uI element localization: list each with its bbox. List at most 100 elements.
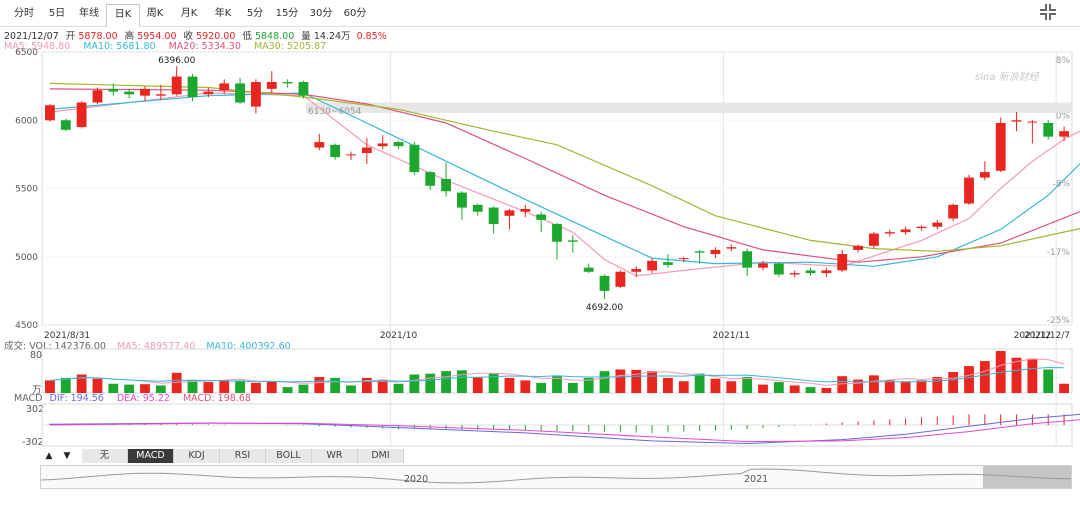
candle-34 — [583, 267, 594, 272]
candle-16 — [298, 82, 309, 96]
candle-28 — [488, 207, 499, 224]
tab-2[interactable]: 年线 — [79, 8, 99, 19]
right-tick-2: -8% — [1052, 180, 1070, 190]
vol-ma5-legend: MA5: 489577.40 — [116, 341, 196, 352]
candle-59 — [979, 172, 990, 178]
open-label: 开 — [65, 31, 76, 42]
candle-9 — [187, 76, 198, 98]
candle-27 — [472, 204, 483, 212]
indicator-tab-4[interactable]: BOLL — [266, 449, 312, 463]
volume-bar-42 — [710, 378, 721, 393]
volume-bar-57 — [948, 372, 959, 393]
volume-bar-9 — [187, 380, 198, 393]
volume-bar-0 — [45, 380, 55, 393]
tab-5[interactable]: 月K — [180, 8, 198, 19]
vol-legend-text: 成交: VOL: 142376.00 — [4, 341, 106, 352]
candle-62 — [1027, 121, 1038, 123]
volume-bar-45 — [758, 384, 768, 393]
close-value: 5920.00 — [196, 31, 236, 42]
candle-0 — [45, 105, 55, 121]
volume-bar-28 — [488, 373, 499, 393]
volume-bar-58 — [964, 366, 974, 393]
volume-bar-7 — [155, 385, 166, 393]
time-navigator[interactable]: 2020 2021 — [40, 465, 1072, 489]
indicator-tab-3[interactable]: RSI — [220, 449, 266, 463]
volume-bar-37 — [631, 369, 642, 393]
candle-58 — [964, 177, 974, 204]
macd-legend: MACD DIF: 194.56 DEA: 95.22 MACD: 198.68 — [14, 393, 251, 404]
arrow-down-icon[interactable]: ▼ — [63, 451, 71, 461]
candle-55 — [916, 226, 927, 229]
volume-bar-13 — [251, 382, 261, 393]
candle-2 — [76, 102, 87, 128]
candle-64 — [1059, 131, 1069, 137]
tab-4[interactable]: 周K — [146, 8, 164, 19]
candle-35 — [599, 275, 610, 291]
low-label: 低 — [242, 31, 252, 42]
volume-bar-1 — [60, 377, 71, 393]
volume-bar-36 — [615, 369, 626, 393]
candle-48 — [805, 270, 816, 274]
candle-53 — [884, 232, 895, 234]
indicator-tab-2[interactable]: KDJ — [174, 449, 220, 463]
right-tick-3: -17% — [1047, 248, 1071, 258]
ma-legend: MA5: 5948.80 MA10: 5681.80 MA20: 5334.30… — [4, 41, 326, 52]
vol-axis-unit: 万 — [32, 385, 42, 396]
tab-3[interactable]: 日K — [106, 4, 140, 27]
candle-14 — [266, 82, 277, 89]
candle-63 — [1043, 122, 1054, 137]
volume-bar-10 — [203, 382, 214, 393]
info-date: 2021/12/07 — [4, 31, 59, 42]
indicator-tab-0[interactable]: 无 — [82, 449, 128, 463]
candle-57 — [948, 204, 959, 219]
tab-8[interactable]: 15分 — [275, 8, 299, 19]
dea-line — [49, 419, 1080, 443]
candle-61 — [1011, 120, 1022, 122]
tab-0[interactable]: 分时 — [14, 8, 34, 19]
volume-bar-22 — [393, 383, 404, 393]
ma10-line — [49, 92, 1080, 267]
volume-bar-51 — [853, 379, 863, 393]
open-value: 5878.00 — [78, 31, 118, 42]
x-label-3: 2021/12 — [1014, 331, 1051, 341]
candle-51 — [853, 245, 863, 250]
tab-1[interactable]: 5日 — [48, 8, 66, 19]
candle-52 — [869, 233, 879, 246]
volume-bar-59 — [979, 361, 990, 393]
arrow-up-icon[interactable]: ▲ — [45, 451, 53, 461]
candle-40 — [678, 258, 689, 260]
volume-bar-62 — [1027, 358, 1038, 393]
volume-bar-55 — [916, 380, 927, 393]
candle-11 — [219, 83, 230, 91]
tab-6[interactable]: 年K — [214, 8, 232, 19]
tab-9[interactable]: 30分 — [309, 8, 333, 19]
candle-29 — [504, 210, 515, 216]
volume-bar-33 — [567, 382, 578, 393]
close-label: 收 — [183, 31, 194, 42]
volume-bar-26 — [457, 370, 467, 393]
indicator-tab-6[interactable]: DMI — [358, 449, 404, 463]
volume-bar-21 — [377, 380, 388, 393]
macd-axis-bottom: -302 — [22, 437, 44, 448]
indicator-tab-1[interactable]: MACD — [128, 449, 174, 463]
low-annotation: 4692.00 — [586, 303, 623, 313]
tab-7[interactable]: 5分 — [246, 8, 264, 19]
price-band — [306, 102, 1072, 113]
indicator-tab-5[interactable]: WR — [312, 449, 358, 463]
candle-49 — [821, 270, 832, 274]
candle-1 — [60, 120, 71, 130]
candle-26 — [457, 192, 467, 208]
right-tick-1: 0% — [1056, 111, 1071, 121]
volume-bar-35 — [599, 371, 610, 393]
nav-selection — [983, 466, 1071, 488]
volume-bar-52 — [869, 375, 879, 393]
tab-10[interactable]: 60分 — [343, 8, 367, 19]
candle-45 — [758, 263, 768, 268]
volume-bar-50 — [837, 376, 848, 393]
volume-bar-16 — [298, 384, 309, 393]
volume-bar-44 — [742, 377, 753, 393]
fullscreen-icon[interactable] — [1040, 4, 1056, 20]
candle-4 — [108, 88, 119, 92]
candle-21 — [377, 143, 388, 147]
